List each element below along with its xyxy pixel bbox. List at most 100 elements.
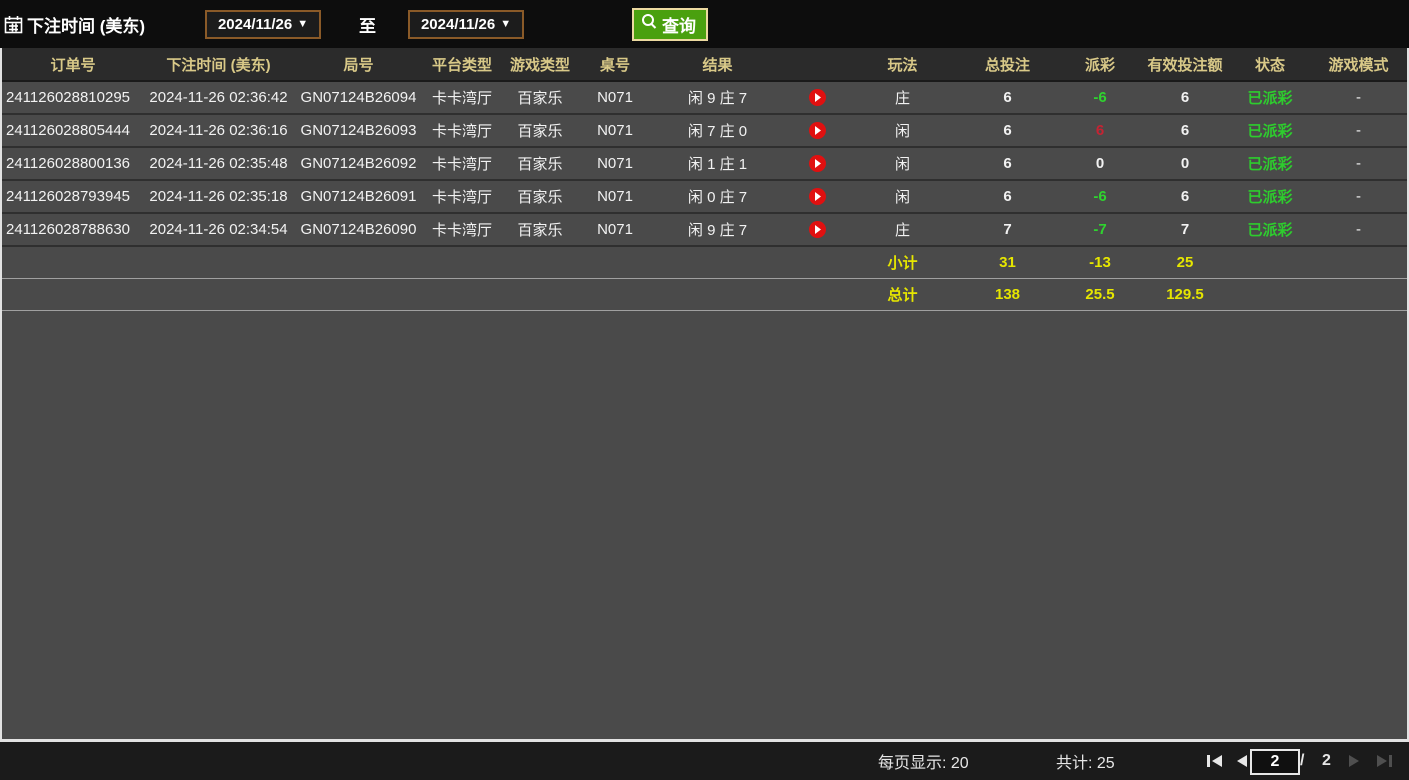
cell-bet-time: 2024-11-26 02:34:54 (144, 213, 293, 247)
col-header-platform: 平台类型 (424, 48, 500, 82)
chevron-down-icon: ▼ (500, 18, 512, 30)
cell-video (785, 147, 850, 181)
col-header-game-type: 游戏类型 (500, 48, 580, 82)
cell-table-no: N071 (580, 147, 650, 181)
cell-round-id: GN07124B26094 (293, 81, 424, 115)
empty-area (2, 311, 1407, 739)
cell-payout: -6 (1060, 81, 1140, 115)
cell-game-type: 百家乐 (500, 81, 580, 115)
subtotal-row: 小计 31 -13 25 (2, 245, 1407, 279)
cell-payout: 0 (1060, 147, 1140, 181)
col-header-video (785, 48, 850, 82)
cell-platform: 卡卡湾厅 (424, 147, 500, 181)
cell-total-bet: 6 (955, 180, 1060, 214)
col-header-total-bet: 总投注 (955, 48, 1060, 82)
play-video-icon[interactable] (809, 188, 826, 205)
cell-total-bet: 6 (955, 81, 1060, 115)
play-video-icon[interactable] (809, 221, 826, 238)
to-label: 至 (359, 16, 377, 36)
play-video-icon[interactable] (809, 89, 826, 106)
cell-payout: 6 (1060, 114, 1140, 148)
table-row: 241126028800136 2024-11-26 02:35:48 GN07… (2, 147, 1407, 181)
cell-platform: 卡卡湾厅 (424, 81, 500, 115)
cell-status: 已派彩 (1230, 147, 1310, 181)
col-header-play: 玩法 (850, 48, 955, 82)
cell-total-bet: 6 (955, 114, 1060, 148)
cell-play-type: 闲 (850, 114, 955, 148)
cell-platform: 卡卡湾厅 (424, 114, 500, 148)
cell-status: 已派彩 (1230, 213, 1310, 247)
cell-game-type: 百家乐 (500, 147, 580, 181)
results-panel: 订单号 下注时间 (美东) 局号 平台类型 游戏类型 桌号 结果 玩法 总投注 … (0, 48, 1409, 742)
total-count-label: 共计: 25 (1056, 755, 1115, 772)
col-header-order-id: 订单号 (2, 48, 144, 82)
cell-valid-bet: 0 (1140, 147, 1230, 181)
subtotal-spacer (2, 245, 850, 279)
total-valid-bet: 129.5 (1140, 278, 1230, 311)
cell-order-id: 241126028788630 (2, 213, 144, 247)
cell-table-no: N071 (580, 213, 650, 247)
subtotal-total-bet: 31 (955, 245, 1060, 279)
search-button[interactable]: 查询 (632, 7, 709, 41)
page-count: 2 (1322, 752, 1331, 769)
cell-valid-bet: 6 (1140, 114, 1230, 148)
cell-game-mode: - (1310, 180, 1407, 214)
cell-order-id: 241126028800136 (2, 147, 144, 181)
prev-page-button[interactable] (1236, 742, 1248, 780)
pagination-bar: 每页显示: 20 共计: 25 / 2 (0, 742, 1409, 780)
col-header-round-id: 局号 (293, 48, 424, 82)
subtotal-payout: -13 (1060, 245, 1140, 279)
cell-video (785, 213, 850, 247)
cell-valid-bet: 6 (1140, 81, 1230, 115)
cell-platform: 卡卡湾厅 (424, 213, 500, 247)
chevron-down-icon: ▼ (297, 18, 309, 30)
cell-game-mode: - (1310, 147, 1407, 181)
page-size-label: 每页显示: 20 (878, 755, 969, 772)
page-separator: / (1300, 752, 1305, 769)
cell-table-no: N071 (580, 114, 650, 148)
total-spacer (2, 278, 850, 311)
cell-bet-time: 2024-11-26 02:36:42 (144, 81, 293, 115)
header-row: 订单号 下注时间 (美东) 局号 平台类型 游戏类型 桌号 结果 玩法 总投注 … (2, 48, 1407, 82)
date-from-select[interactable]: 2024/11/26 ▼ (205, 9, 322, 39)
search-button-label: 查询 (662, 16, 697, 36)
col-header-status: 状态 (1230, 48, 1310, 82)
table-row: 241126028805444 2024-11-26 02:36:16 GN07… (2, 114, 1407, 148)
cell-platform: 卡卡湾厅 (424, 180, 500, 214)
cell-round-id: GN07124B26090 (293, 213, 424, 247)
cell-video (785, 180, 850, 214)
last-page-button[interactable] (1376, 742, 1393, 780)
total-total-bet: 138 (955, 278, 1060, 311)
cell-payout: -6 (1060, 180, 1140, 214)
bet-time-label: 下注时间 (美东) (27, 16, 146, 36)
cell-result: 闲 9 庄 7 (650, 213, 785, 247)
cell-game-mode: - (1310, 114, 1407, 148)
total-payout: 25.5 (1060, 278, 1140, 311)
date-to-select[interactable]: 2024/11/26 ▼ (408, 9, 525, 39)
cell-game-type: 百家乐 (500, 180, 580, 214)
col-header-game-mode: 游戏模式 (1310, 48, 1407, 82)
page-input[interactable] (1250, 749, 1300, 775)
col-header-valid-bet: 有效投注额 (1140, 48, 1230, 82)
cell-result: 闲 1 庄 1 (650, 147, 785, 181)
cell-status: 已派彩 (1230, 114, 1310, 148)
bet-records-table: 订单号 下注时间 (美东) 局号 平台类型 游戏类型 桌号 结果 玩法 总投注 … (2, 48, 1407, 311)
cell-bet-time: 2024-11-26 02:36:16 (144, 114, 293, 148)
cell-total-bet: 7 (955, 213, 1060, 247)
next-page-button[interactable] (1348, 742, 1360, 780)
cell-table-no: N071 (580, 180, 650, 214)
first-page-button[interactable] (1206, 742, 1223, 780)
cell-video (785, 114, 850, 148)
table-row: 241126028793945 2024-11-26 02:35:18 GN07… (2, 180, 1407, 214)
play-video-icon[interactable] (809, 155, 826, 172)
subtotal-label: 小计 (850, 245, 955, 279)
cell-result: 闲 7 庄 0 (650, 114, 785, 148)
cell-bet-time: 2024-11-26 02:35:48 (144, 147, 293, 181)
play-video-icon[interactable] (809, 122, 826, 139)
cell-status: 已派彩 (1230, 81, 1310, 115)
cell-round-id: GN07124B26092 (293, 147, 424, 181)
cell-game-type: 百家乐 (500, 213, 580, 247)
table-row: 241126028788630 2024-11-26 02:34:54 GN07… (2, 213, 1407, 247)
cell-game-mode: - (1310, 81, 1407, 115)
table-row: 241126028810295 2024-11-26 02:36:42 GN07… (2, 81, 1407, 115)
